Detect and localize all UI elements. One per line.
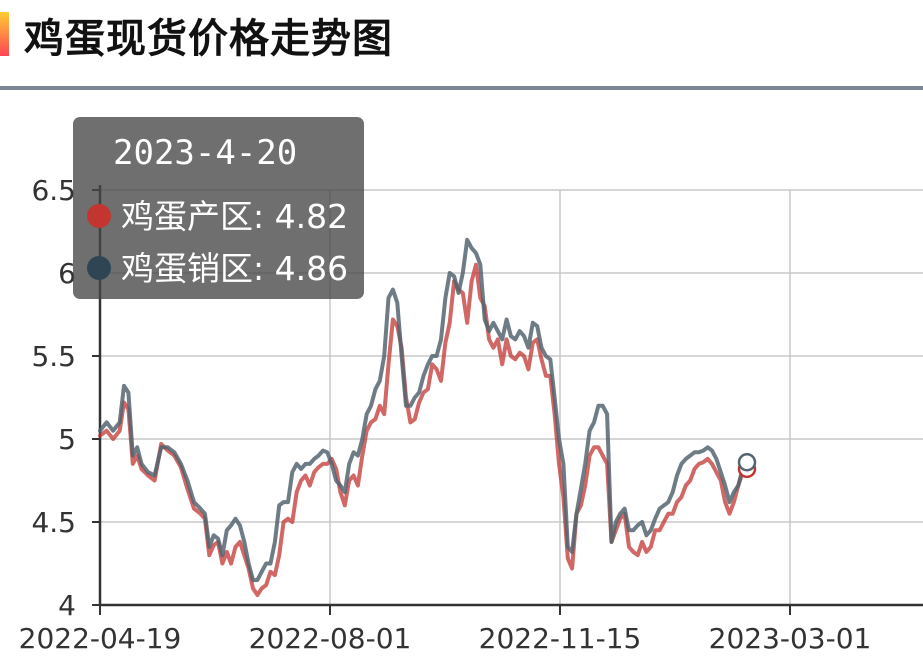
y-tick-label: 5: [58, 423, 76, 456]
tooltip-date: 2023-4-20: [113, 133, 298, 173]
chart-header: 鸡蛋现货价格走势图: [0, 0, 923, 90]
series-dot-icon: [87, 203, 111, 228]
chart-title: 鸡蛋现货价格走势图: [24, 16, 393, 62]
chart-markers: [737, 452, 757, 479]
x-tick-label: 2022-11-15: [479, 622, 642, 655]
series-line-producing: [98, 262, 749, 597]
tooltip-row-label: 鸡蛋产区: 4.82: [121, 197, 349, 236]
series-dot-icon: [87, 255, 111, 280]
x-tick-label: 2023-03-01: [709, 622, 872, 655]
tooltip: 2023-4-20 鸡蛋产区: 4.82 鸡蛋销区: 4.86: [73, 117, 364, 299]
chart-series: [98, 237, 749, 597]
tooltip-row-producing: 鸡蛋产区: 4.82: [87, 190, 348, 238]
tooltip-row-selling: 鸡蛋销区: 4.86: [87, 242, 348, 290]
y-tick-label: 6.5: [31, 174, 76, 207]
series-end-marker: [737, 452, 757, 472]
price-line-chart[interactable]: 4 4.5 5 5.5 6 6.5 2022-04-19 2022-08-01 2022-11-…: [0, 90, 923, 663]
series-line-selling: [98, 237, 749, 583]
x-tick-label: 2022-08-01: [249, 622, 412, 655]
y-tick-label: 4: [58, 589, 76, 622]
chart-axes: 4 4.5 5 5.5 6 6.5 2022-04-19 2022-08-01 2022-11-…: [19, 174, 923, 655]
x-tick-label: 2022-04-19: [19, 622, 182, 655]
tooltip-row-label: 鸡蛋销区: 4.86: [121, 249, 349, 288]
title-divider: [0, 86, 923, 90]
y-tick-label: 4.5: [31, 506, 76, 539]
title-accent-bar: [0, 12, 9, 56]
y-tick-label: 5.5: [31, 340, 76, 373]
y-tick-label: 6: [58, 257, 76, 290]
